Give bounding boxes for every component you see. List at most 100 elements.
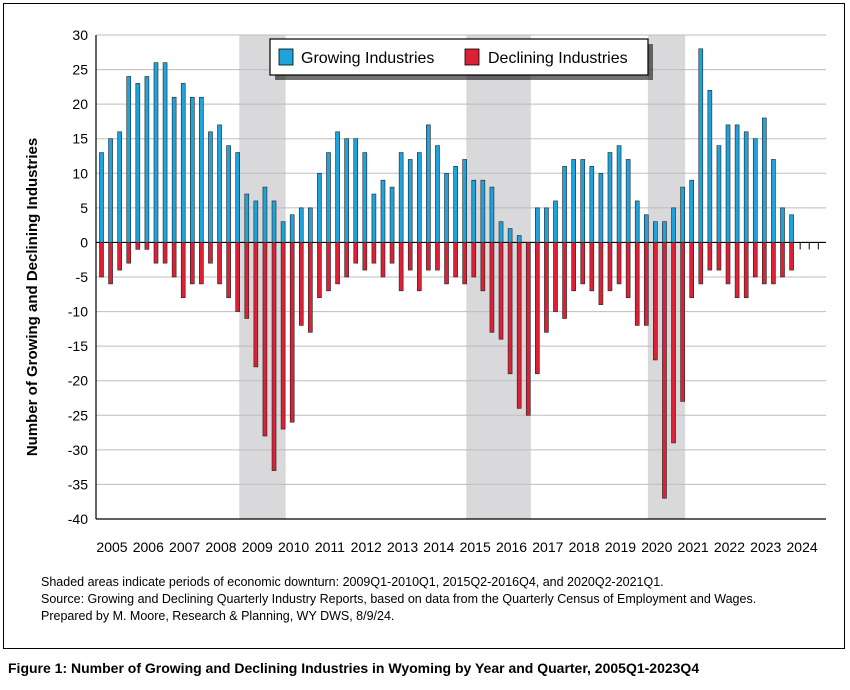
declining-bar	[571, 242, 576, 292]
declining-bar	[389, 242, 395, 264]
x-year-label: 2005	[96, 539, 127, 555]
declining-bar	[126, 242, 132, 264]
growing-bar	[462, 159, 468, 243]
x-year-label: 2007	[169, 539, 200, 555]
declining-bar	[426, 242, 431, 271]
legend-box	[269, 38, 649, 76]
growing-bar	[498, 221, 504, 243]
growing-bar	[217, 124, 222, 243]
chart-notes: Shaded areas indicate periods of economi…	[41, 574, 756, 625]
declining-bar	[407, 242, 413, 271]
declining-bar	[734, 242, 740, 299]
growing-bar	[153, 62, 159, 243]
x-year-label: 2012	[351, 539, 382, 555]
declining-bar	[580, 242, 586, 285]
growing-bar	[471, 179, 477, 243]
growing-bar	[280, 221, 286, 243]
growing-bar	[598, 172, 604, 243]
declining-bar	[489, 242, 495, 333]
growing-bar	[671, 207, 676, 243]
legend-label-declining: Declining Industries	[488, 50, 628, 67]
growing-bar	[743, 131, 749, 243]
x-year-label: 2021	[678, 539, 709, 555]
declining-bar	[634, 242, 640, 326]
declining-bar	[298, 242, 304, 326]
growing-bar	[435, 145, 440, 243]
declining-bar	[525, 242, 531, 416]
declining-bar	[480, 242, 486, 292]
declining-bar	[335, 242, 340, 285]
x-year-label: 2013	[387, 539, 418, 555]
growing-bar	[634, 200, 640, 243]
growing-bar	[698, 48, 704, 243]
legend-swatch-declining	[464, 48, 480, 66]
declining-bar	[589, 242, 595, 292]
growing-bar	[317, 172, 322, 243]
y-tick-label: 25	[72, 62, 88, 78]
x-year-label: 2022	[714, 539, 745, 555]
shaded-areas-note: Shaded areas indicate periods of economi…	[41, 575, 664, 589]
declining-bar	[208, 242, 213, 264]
declining-bar	[144, 242, 150, 250]
growing-bar	[344, 138, 349, 243]
growing-bar	[262, 186, 268, 243]
y-tick-label: 30	[72, 27, 88, 43]
source-note: Source: Growing and Declining Quarterly …	[41, 592, 757, 606]
growing-bar	[444, 172, 449, 243]
growing-bar	[389, 186, 395, 243]
declining-bar	[689, 242, 695, 299]
growing-bar	[662, 221, 667, 243]
growing-bar	[335, 131, 340, 243]
growing-bar	[544, 207, 549, 243]
x-year-label: 2023	[750, 539, 781, 555]
declining-bar	[598, 242, 604, 305]
growing-bar	[271, 200, 277, 243]
growing-bar	[117, 131, 122, 243]
growing-bar	[135, 83, 141, 243]
legend-label-growing: Growing Industries	[301, 50, 434, 67]
declining-bar	[780, 242, 785, 278]
growing-bar	[380, 179, 386, 243]
growing-bar	[480, 179, 486, 243]
declining-bar	[607, 242, 613, 292]
growing-bar	[108, 138, 113, 243]
x-year-label: 2020	[641, 539, 672, 555]
declining-bar	[716, 242, 722, 271]
x-year-label: 2017	[532, 539, 563, 555]
growing-bar	[680, 186, 685, 243]
declining-bar	[662, 242, 667, 499]
growing-bar	[353, 138, 359, 243]
growing-bar	[308, 207, 313, 243]
legend-swatch-growing	[278, 48, 294, 66]
declining-bar	[108, 242, 113, 285]
x-year-label: 2009	[242, 539, 273, 555]
growing-bar	[653, 221, 658, 243]
growing-bar	[226, 145, 231, 243]
declining-bar	[562, 242, 567, 319]
growing-bar	[535, 207, 540, 243]
declining-bar	[789, 242, 794, 271]
growing-bar	[235, 152, 240, 243]
y-tick-label: -30	[68, 442, 88, 458]
declining-bar	[153, 242, 159, 264]
declining-bar	[308, 242, 313, 333]
x-year-label: 2024	[787, 539, 818, 555]
growing-bar	[616, 145, 622, 243]
growing-bar	[725, 124, 731, 243]
growing-bar	[762, 117, 767, 243]
y-tick-label: -10	[68, 304, 88, 320]
growing-bar	[734, 124, 740, 243]
declining-bar	[625, 242, 631, 299]
declining-bar	[453, 242, 458, 278]
declining-bar	[616, 242, 622, 285]
x-year-label: 2019	[605, 539, 636, 555]
declining-bar	[253, 242, 259, 368]
declining-bar	[244, 242, 250, 319]
declining-bar	[371, 242, 377, 264]
y-tick-label: 5	[80, 200, 88, 216]
growing-bar	[625, 159, 631, 243]
y-tick-label: -40	[68, 511, 88, 527]
growing-bar	[607, 152, 613, 243]
growing-bar	[126, 76, 132, 243]
